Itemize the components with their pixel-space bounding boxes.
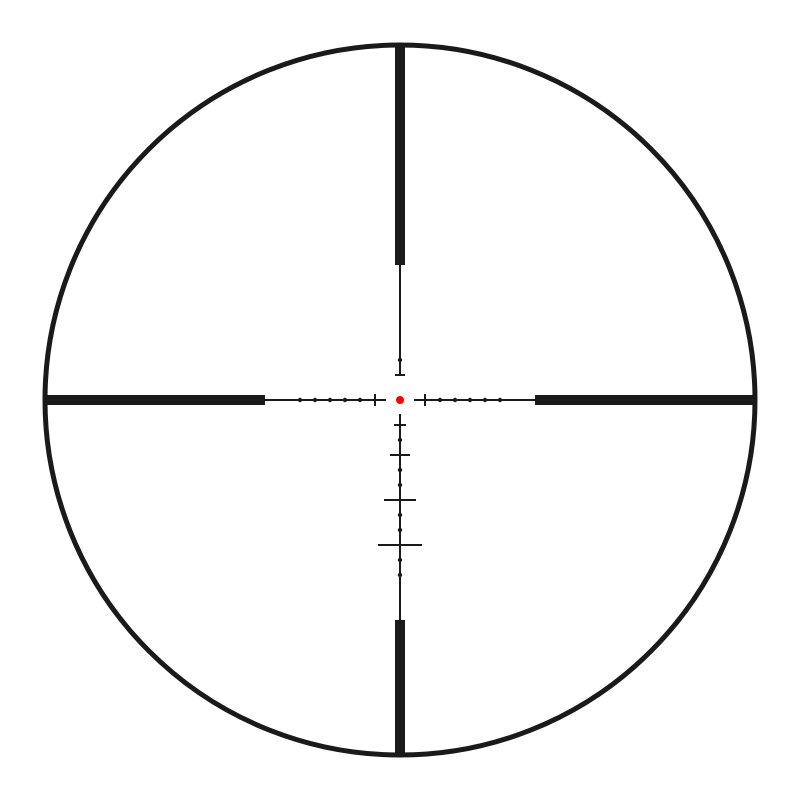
reticle-diagram	[0, 0, 800, 800]
